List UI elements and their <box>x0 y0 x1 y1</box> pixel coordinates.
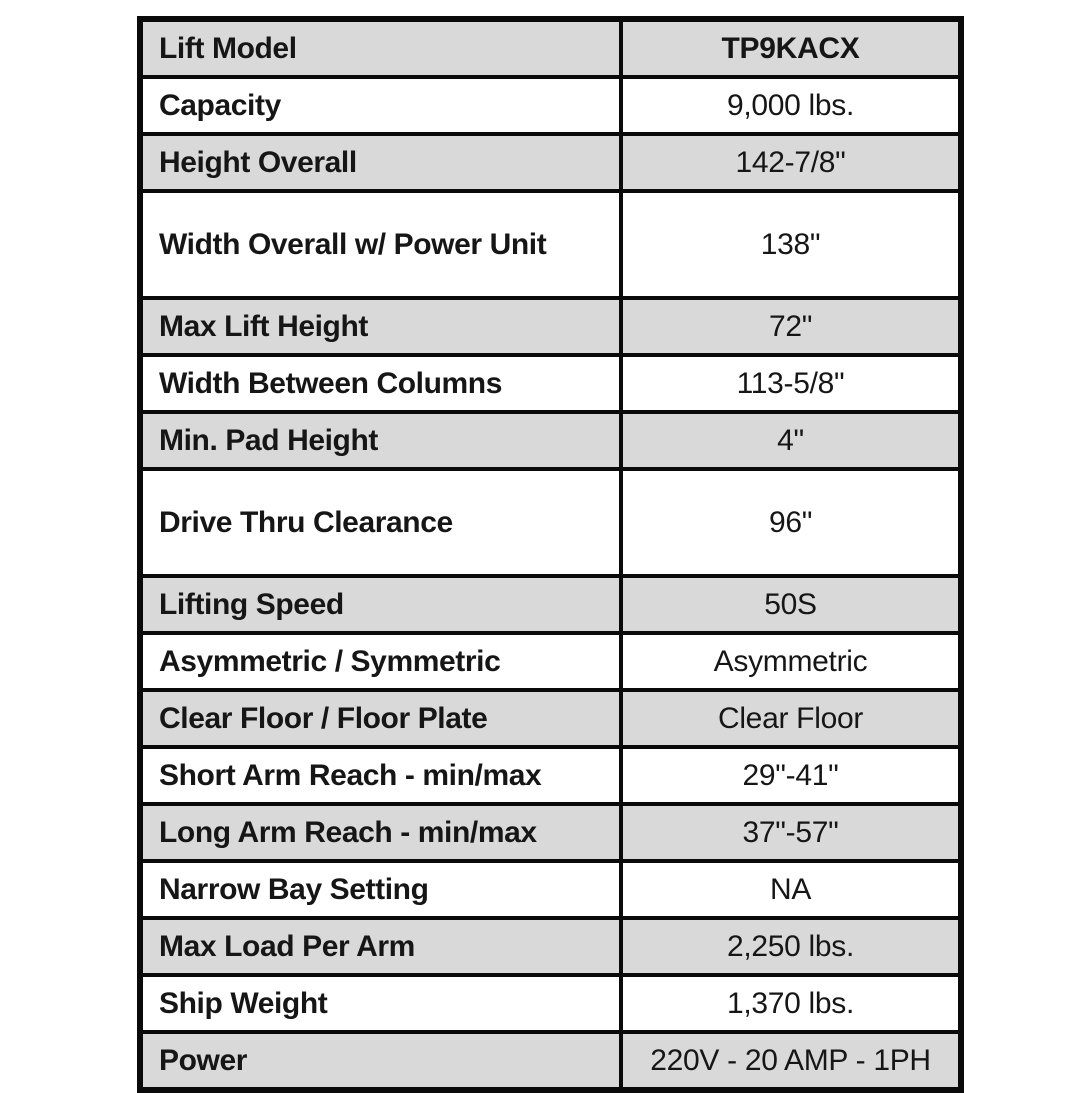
spec-value: 9,000 lbs. <box>619 75 963 136</box>
table-row: Width Overall w/ Power Unit 138" <box>138 189 963 300</box>
spec-value: Clear Floor <box>619 688 963 749</box>
spec-value: 4" <box>619 410 963 471</box>
spec-label: Drive Thru Clearance <box>138 467 623 578</box>
spec-label: Max Lift Height <box>138 296 623 357</box>
table-row: Lift Model TP9KACX <box>138 17 963 79</box>
spec-label: Power <box>138 1030 623 1092</box>
spec-label: Capacity <box>138 75 623 136</box>
spec-label: Asymmetric / Symmetric <box>138 631 623 692</box>
spec-label: Lift Model <box>138 17 623 79</box>
spec-sheet: Lift Model TP9KACX Capacity 9,000 lbs. H… <box>137 16 964 1093</box>
table-row: Capacity 9,000 lbs. <box>138 75 963 136</box>
spec-label: Lifting Speed <box>138 574 623 635</box>
spec-label: Long Arm Reach - min/max <box>138 802 623 863</box>
table-row: Drive Thru Clearance 96" <box>138 467 963 578</box>
spec-value: 72" <box>619 296 963 357</box>
table-row: Max Load Per Arm 2,250 lbs. <box>138 916 963 977</box>
table-row: Width Between Columns 113-5/8" <box>138 353 963 414</box>
spec-value: Asymmetric <box>619 631 963 692</box>
spec-table: Lift Model TP9KACX Capacity 9,000 lbs. H… <box>137 16 964 1093</box>
table-row: Asymmetric / Symmetric Asymmetric <box>138 631 963 692</box>
spec-value: TP9KACX <box>619 17 963 79</box>
spec-label: Width Overall w/ Power Unit <box>138 189 623 300</box>
spec-value: 37"-57" <box>619 802 963 863</box>
table-row: Lifting Speed 50S <box>138 574 963 635</box>
table-row: Ship Weight 1,370 lbs. <box>138 973 963 1034</box>
spec-value: 113-5/8" <box>619 353 963 414</box>
spec-label: Min. Pad Height <box>138 410 623 471</box>
spec-value: 142-7/8" <box>619 132 963 193</box>
spec-value: 220V - 20 AMP - 1PH <box>619 1030 963 1092</box>
spec-label: Width Between Columns <box>138 353 623 414</box>
spec-value: NA <box>619 859 963 920</box>
table-row: Narrow Bay Setting NA <box>138 859 963 920</box>
table-row: Power 220V - 20 AMP - 1PH <box>138 1030 963 1092</box>
spec-label: Max Load Per Arm <box>138 916 623 977</box>
spec-label: Short Arm Reach - min/max <box>138 745 623 806</box>
table-row: Short Arm Reach - min/max 29"-41" <box>138 745 963 806</box>
spec-value: 1,370 lbs. <box>619 973 963 1034</box>
table-row: Clear Floor / Floor Plate Clear Floor <box>138 688 963 749</box>
spec-label: Height Overall <box>138 132 623 193</box>
spec-value: 138" <box>619 189 963 300</box>
spec-value: 29"-41" <box>619 745 963 806</box>
table-row: Min. Pad Height 4" <box>138 410 963 471</box>
spec-label: Ship Weight <box>138 973 623 1034</box>
spec-value: 96" <box>619 467 963 578</box>
spec-label: Clear Floor / Floor Plate <box>138 688 623 749</box>
spec-value: 2,250 lbs. <box>619 916 963 977</box>
table-row: Max Lift Height 72" <box>138 296 963 357</box>
table-row: Height Overall 142-7/8" <box>138 132 963 193</box>
table-row: Long Arm Reach - min/max 37"-57" <box>138 802 963 863</box>
spec-label: Narrow Bay Setting <box>138 859 623 920</box>
spec-value: 50S <box>619 574 963 635</box>
